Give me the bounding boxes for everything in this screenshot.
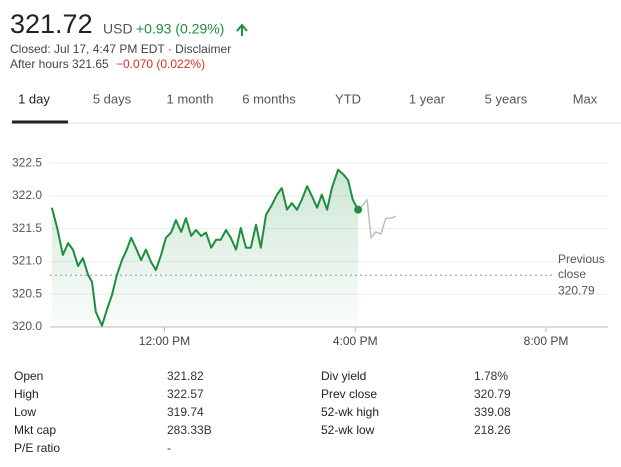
tab[interactable]: 1 year — [409, 91, 446, 106]
x-tick-label: 8:00 PM — [524, 334, 569, 348]
stat-value: 218.26 — [474, 423, 511, 437]
currency: USD — [103, 21, 133, 37]
x-tick-label: 4:00 PM — [333, 334, 378, 348]
price-line — [357, 199, 397, 239]
stat-label: Open — [14, 369, 43, 383]
y-tick-label: 322.0 — [12, 188, 42, 202]
price-line — [50, 168, 359, 327]
stat-value: 1.78% — [474, 369, 508, 383]
tab[interactable]: 1 month — [167, 91, 214, 106]
tab[interactable]: 5 years — [485, 91, 528, 106]
stat-label: Div yield — [321, 369, 366, 383]
tab[interactable]: 6 months — [242, 91, 296, 106]
y-tick-label: 320.0 — [12, 319, 42, 333]
stat-value: 283.33B — [167, 423, 212, 437]
tab[interactable]: 1 day — [18, 91, 50, 106]
stat-value: 319.74 — [167, 405, 204, 419]
stat-value: 339.08 — [474, 405, 511, 419]
stat-label: Mkt cap — [14, 423, 56, 437]
stat-value: 321.82 — [167, 369, 204, 383]
up-arrow — [236, 23, 248, 36]
after-change: −0.070 (0.022%) — [116, 57, 205, 71]
y-tick-label: 320.5 — [12, 286, 42, 300]
stat-value: - — [167, 441, 171, 455]
close-dot — [354, 205, 363, 214]
previous-close-label: Previous close — [558, 252, 605, 281]
stat-label: P/E ratio — [14, 441, 60, 455]
stat-label: High — [14, 387, 39, 401]
y-tick-label: 321.5 — [12, 221, 42, 235]
stat-label: Low — [14, 405, 36, 419]
change: +0.93 (0.29%) — [136, 21, 224, 37]
previous-close-value: 320.79 — [558, 283, 595, 297]
price: 321.72 — [10, 9, 93, 39]
after-hours: After hours 321.65 — [10, 57, 109, 71]
tab[interactable]: Max — [573, 91, 598, 106]
y-tick-label: 322.5 — [12, 155, 42, 169]
stat-label: 52-wk high — [321, 405, 379, 419]
stat-value: 322.57 — [167, 387, 204, 401]
area — [51, 169, 359, 327]
tab[interactable]: YTD — [335, 91, 361, 106]
stat-value: 320.79 — [474, 387, 511, 401]
x-tick-label: 12:00 PM — [139, 334, 190, 348]
tab[interactable]: 5 days — [93, 91, 132, 106]
closed-info: Closed: Jul 17, 4:47 PM EDT · Disclaimer — [10, 42, 231, 56]
stat-label: Prev close — [321, 387, 377, 401]
stat-label: 52-wk low — [321, 423, 375, 437]
y-tick-label: 321.0 — [12, 254, 42, 268]
